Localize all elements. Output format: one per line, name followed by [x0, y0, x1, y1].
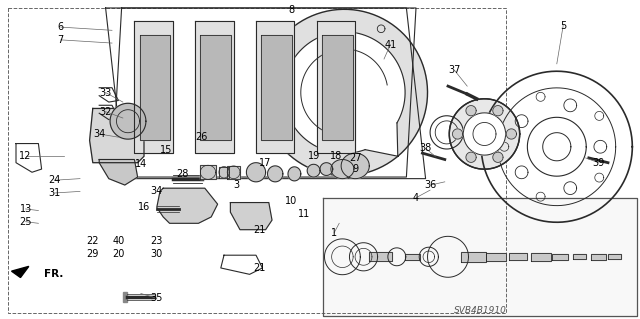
Text: 29: 29: [86, 249, 99, 259]
Text: 14: 14: [134, 159, 147, 169]
Polygon shape: [157, 188, 218, 223]
Text: 11: 11: [298, 209, 310, 219]
Polygon shape: [200, 35, 231, 140]
Polygon shape: [246, 163, 266, 182]
Text: 13: 13: [19, 204, 32, 214]
Text: 39: 39: [592, 158, 605, 168]
Text: 20: 20: [112, 249, 125, 259]
Polygon shape: [261, 35, 292, 140]
Text: 15: 15: [160, 145, 173, 155]
Text: 34: 34: [93, 129, 106, 139]
Polygon shape: [509, 253, 527, 260]
Polygon shape: [140, 35, 170, 140]
Text: 5: 5: [560, 20, 566, 31]
Text: 19: 19: [307, 151, 320, 161]
Text: 30: 30: [150, 249, 163, 259]
Polygon shape: [256, 21, 294, 153]
Text: 10: 10: [285, 196, 298, 206]
Text: 26: 26: [195, 132, 208, 142]
Text: 38: 38: [419, 143, 432, 153]
Text: 1: 1: [331, 228, 337, 238]
Polygon shape: [219, 167, 229, 178]
Polygon shape: [591, 254, 606, 260]
Polygon shape: [486, 253, 506, 261]
Polygon shape: [493, 152, 503, 162]
Polygon shape: [552, 254, 568, 260]
Text: 6: 6: [58, 22, 64, 32]
Text: 34: 34: [150, 186, 163, 197]
Polygon shape: [227, 166, 240, 179]
Polygon shape: [261, 9, 428, 176]
Text: 9: 9: [352, 164, 358, 174]
Text: 21: 21: [253, 225, 266, 235]
Text: 18: 18: [330, 151, 342, 161]
Polygon shape: [320, 163, 333, 175]
Polygon shape: [110, 103, 146, 139]
Text: 21: 21: [253, 263, 266, 273]
Polygon shape: [307, 164, 320, 177]
Polygon shape: [230, 203, 272, 230]
Text: 35: 35: [150, 293, 163, 303]
Text: 12: 12: [19, 151, 32, 161]
Text: 36: 36: [424, 180, 437, 190]
Text: 8: 8: [288, 4, 294, 15]
Text: 33: 33: [99, 87, 112, 98]
Polygon shape: [463, 113, 506, 155]
Text: 17: 17: [259, 158, 272, 168]
Polygon shape: [112, 8, 416, 177]
Polygon shape: [195, 21, 234, 153]
Polygon shape: [12, 266, 29, 278]
Text: 7: 7: [58, 35, 64, 45]
Polygon shape: [452, 129, 463, 139]
Polygon shape: [573, 254, 586, 259]
Text: 23: 23: [150, 236, 163, 246]
Polygon shape: [323, 198, 637, 316]
Polygon shape: [317, 21, 355, 153]
Polygon shape: [608, 254, 621, 259]
Polygon shape: [99, 160, 138, 185]
Text: 16: 16: [138, 202, 150, 212]
Polygon shape: [322, 35, 353, 140]
Polygon shape: [506, 129, 516, 139]
Text: 24: 24: [48, 175, 61, 185]
Text: 25: 25: [19, 217, 32, 227]
Text: 37: 37: [448, 65, 461, 75]
Text: 4: 4: [413, 193, 419, 203]
Text: 28: 28: [176, 169, 189, 179]
Text: 40: 40: [112, 236, 125, 246]
Polygon shape: [90, 108, 157, 163]
Polygon shape: [493, 106, 503, 116]
Text: 31: 31: [48, 188, 61, 198]
Polygon shape: [341, 153, 369, 179]
Text: 41: 41: [384, 40, 397, 50]
Polygon shape: [134, 21, 173, 153]
Polygon shape: [531, 253, 551, 261]
Text: FR.: FR.: [44, 269, 63, 279]
Polygon shape: [405, 254, 420, 260]
Polygon shape: [123, 292, 127, 302]
Polygon shape: [268, 166, 283, 182]
Text: 27: 27: [349, 153, 362, 163]
Polygon shape: [369, 252, 392, 261]
Polygon shape: [288, 167, 301, 181]
Polygon shape: [466, 106, 476, 116]
Text: SVB4B1910: SVB4B1910: [454, 306, 506, 315]
Polygon shape: [449, 99, 520, 169]
Polygon shape: [461, 252, 486, 262]
Text: 22: 22: [86, 236, 99, 246]
Polygon shape: [466, 152, 476, 162]
Text: 3: 3: [234, 180, 240, 190]
Polygon shape: [200, 165, 216, 179]
Polygon shape: [331, 160, 354, 179]
Text: 32: 32: [99, 107, 112, 117]
